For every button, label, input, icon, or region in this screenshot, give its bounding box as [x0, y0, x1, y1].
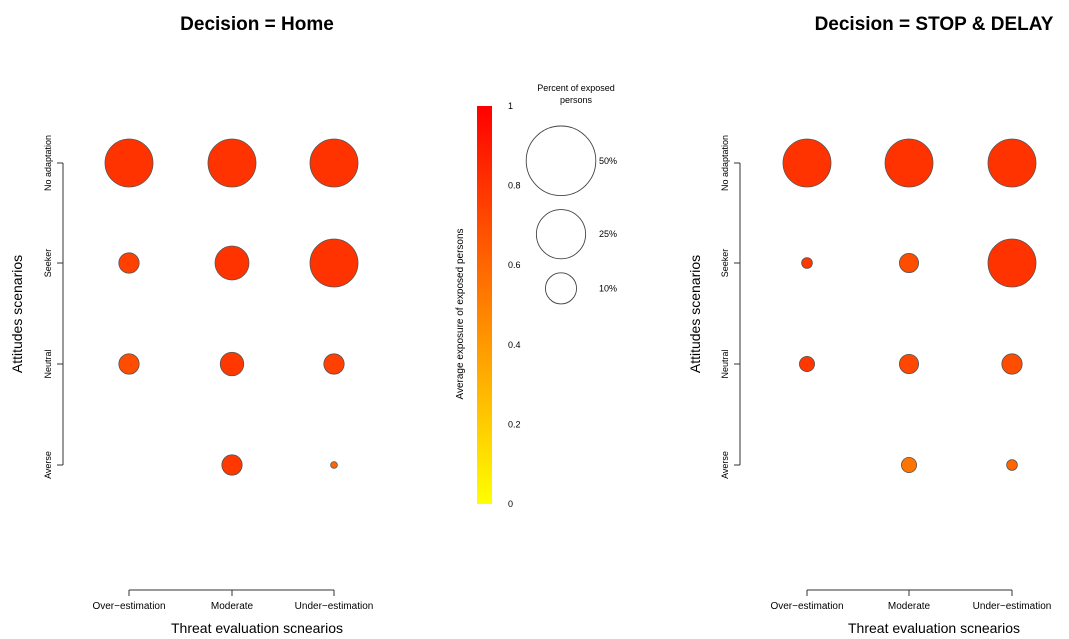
y-tick-label: Seeker	[720, 249, 730, 278]
x-tick-label: Moderate	[888, 601, 931, 612]
colorbar-label: Average exposure of exposed persons	[455, 228, 466, 399]
panel-stop-delay-title: Decision = STOP & DELAY	[815, 14, 1054, 35]
bubble-home	[309, 138, 359, 188]
bubble-home	[330, 461, 338, 469]
bubble-stop-delay	[987, 138, 1037, 188]
colorbar: 0 0.2 0.4 0.6 0.8 1 Average exposure of expos…	[455, 101, 521, 509]
x-tick-label: Over−estimation	[92, 601, 165, 612]
colorbar-tick-label: 1	[508, 101, 513, 111]
x-tick-label: Over−estimation	[770, 601, 843, 612]
colorbar-tick-label: 0.6	[508, 260, 521, 270]
x-tick-label: Under−estimation	[295, 601, 374, 612]
colorbar-tick-label: 0	[508, 499, 513, 509]
bubble-home	[309, 238, 359, 288]
y-tick-label: Neutral	[720, 349, 730, 378]
y-tick-label: Neutral	[43, 349, 53, 378]
bubble-stop-delay	[1001, 353, 1023, 375]
size-legend-label: 25%	[599, 229, 617, 239]
colorbar-gradient	[477, 106, 492, 504]
panel-stop-delay-points	[782, 138, 1037, 473]
bubble-stop-delay	[899, 252, 920, 273]
y-tick-label: No adaptation	[43, 135, 53, 191]
colorbar-tick-label: 0.2	[508, 419, 521, 429]
panel-home-y-axis: Averse Neutral Seeker No adaptation	[43, 135, 64, 479]
size-legend: Percent of exposed persons 50% 25% 10%	[525, 83, 617, 305]
y-tick-label: Seeker	[43, 249, 53, 278]
x-tick-label: Under−estimation	[973, 601, 1052, 612]
size-legend-label: 10%	[599, 283, 617, 293]
bubble-home	[323, 353, 345, 375]
bubble-home	[118, 252, 140, 274]
bubble-stop-delay	[799, 356, 815, 372]
x-tick-label: Moderate	[211, 601, 254, 612]
bubble-stop-delay	[899, 353, 920, 374]
size-legend-circle	[535, 209, 587, 260]
size-legend-title-line1: Percent of exposed	[537, 83, 615, 93]
bubble-home	[118, 353, 140, 375]
y-tick-label: Averse	[720, 451, 730, 479]
panel-home-x-title: Threat evaluation scnearios	[171, 620, 343, 636]
bubble-home	[104, 138, 154, 188]
colorbar-tick-label: 0.4	[508, 340, 521, 350]
panel-stop-delay-y-axis: Averse Neutral Seeker No adaptation	[720, 135, 741, 479]
size-legend-circle	[544, 272, 578, 305]
panel-home-x-axis: Over−estimation Moderate Under−estimation	[92, 589, 374, 612]
size-legend-title-line2: persons	[560, 95, 593, 105]
panel-home: Decision = Home Averse Neutral Seeker No ad…	[9, 14, 373, 636]
size-legend-label: 50%	[599, 156, 617, 166]
colorbar-tick-label: 0.8	[508, 181, 521, 191]
bubble-stop-delay	[782, 138, 832, 188]
y-tick-label: No adaptation	[720, 135, 730, 191]
bubble-home	[214, 245, 250, 281]
panel-stop-delay-x-title: Threat evaluation scnearios	[848, 620, 1020, 636]
bubble-stop-delay	[801, 257, 813, 269]
bubble-stop-delay	[987, 238, 1037, 288]
bubble-home	[221, 454, 243, 476]
bubble-home	[207, 138, 257, 188]
size-legend-circle	[525, 125, 597, 197]
panel-home-y-title: Attitudes scenarios	[9, 255, 25, 373]
panel-stop-delay-y-title: Attitudes scenarios	[687, 255, 703, 373]
bubble-stop-delay	[901, 457, 917, 473]
panel-home-title: Decision = Home	[180, 14, 334, 35]
bubble-stop-delay	[884, 138, 934, 188]
bubble-home	[219, 351, 245, 377]
colorbar-ticks: 0 0.2 0.4 0.6 0.8 1	[508, 101, 521, 509]
panel-home-points	[104, 138, 359, 476]
y-tick-label: Averse	[43, 451, 53, 479]
panel-stop-delay: Decision = STOP & DELAY Averse Neutral See…	[687, 14, 1054, 636]
bubble-stop-delay	[1006, 459, 1018, 471]
panel-stop-delay-x-axis: Over−estimation Moderate Under−estimation	[770, 589, 1052, 612]
